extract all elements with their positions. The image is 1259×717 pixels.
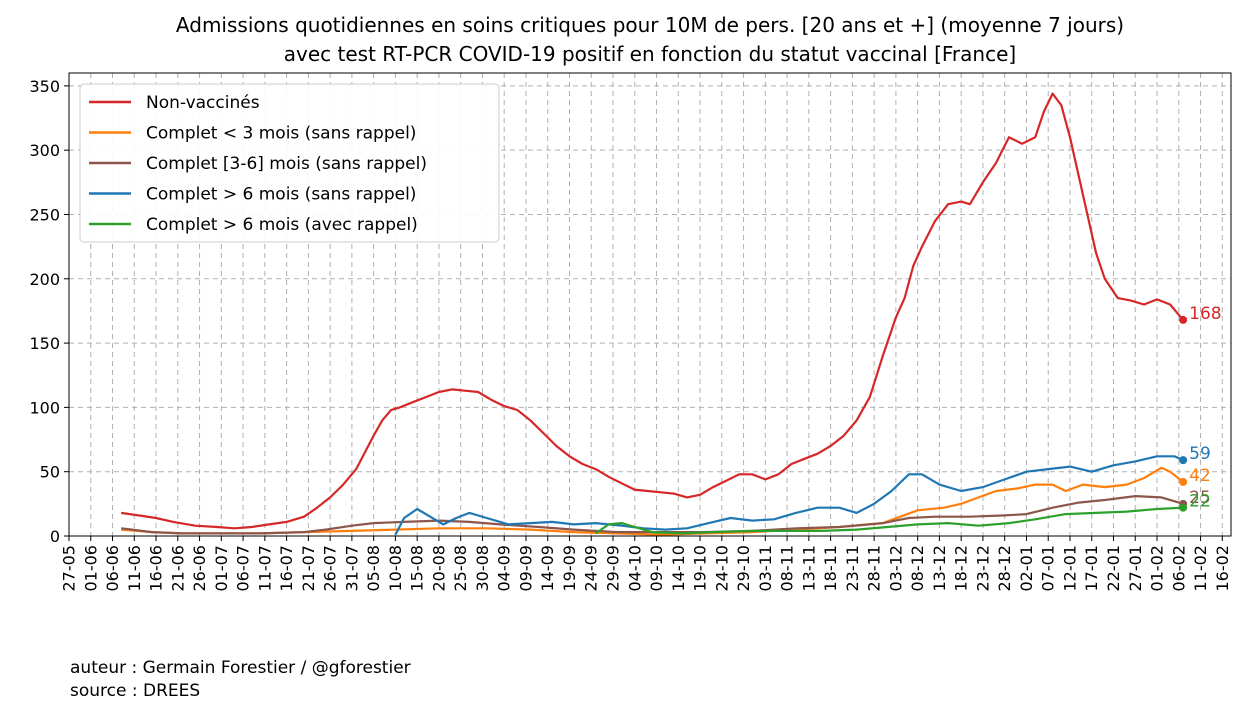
x-tick-label: 27-01 bbox=[1126, 545, 1145, 592]
x-tick-label: 03-11 bbox=[756, 545, 775, 592]
x-tick-label: 16-06 bbox=[147, 545, 166, 592]
legend-label: Complet > 6 mois (sans rappel) bbox=[146, 185, 416, 205]
y-axis-ticks: 0 50 100 150 200 250 300 350 bbox=[29, 77, 69, 546]
series-line bbox=[121, 466, 1184, 536]
y-tick-label: 100 bbox=[29, 398, 60, 417]
x-tick-label: 19-10 bbox=[691, 545, 710, 592]
legend-label: Complet > 6 mois (avec rappel) bbox=[146, 215, 418, 235]
y-tick-label: 200 bbox=[29, 270, 60, 289]
x-tick-label: 06-07 bbox=[234, 545, 253, 592]
legend-label: Complet [3-6] mois (sans rappel) bbox=[146, 154, 427, 174]
chart-title-line-2: avec test RT-PCR COVID-19 positif en fon… bbox=[284, 42, 1016, 66]
x-tick-label: 29-10 bbox=[734, 545, 753, 592]
series-end-label: 59 bbox=[1189, 444, 1211, 464]
x-tick-label: 13-12 bbox=[930, 545, 949, 592]
x-tick-label: 24-09 bbox=[582, 545, 601, 592]
legend: Non-vaccinés Complet < 3 mois (sans rappe… bbox=[79, 83, 500, 243]
y-tick-label: 50 bbox=[40, 463, 60, 482]
x-tick-label: 08-11 bbox=[778, 545, 797, 592]
y-tick-label: 0 bbox=[50, 527, 60, 546]
x-tick-label: 13-11 bbox=[799, 545, 818, 592]
x-tick-label: 30-08 bbox=[473, 545, 492, 592]
x-tick-label: 14-10 bbox=[669, 545, 688, 592]
x-tick-label: 21-06 bbox=[168, 545, 187, 592]
series-end-label: 168 bbox=[1189, 304, 1221, 324]
x-tick-label: 20-08 bbox=[429, 545, 448, 592]
x-tick-label: 16-02 bbox=[1213, 545, 1232, 592]
series-line bbox=[594, 506, 1184, 535]
x-tick-label: 26-06 bbox=[190, 545, 209, 592]
series-line bbox=[121, 92, 1184, 530]
x-tick-label: 17-01 bbox=[1082, 545, 1101, 592]
x-tick-label: 04-10 bbox=[625, 545, 644, 592]
x-tick-label: 09-09 bbox=[516, 545, 535, 592]
x-tick-label: 09-10 bbox=[647, 545, 666, 592]
y-tick-label: 300 bbox=[29, 141, 60, 160]
x-tick-label: 27-05 bbox=[60, 545, 79, 592]
y-tick-label: 150 bbox=[29, 334, 60, 353]
x-tick-label: 08-12 bbox=[908, 545, 927, 592]
chart-title-line-1: Admissions quotidiennes en soins critiqu… bbox=[176, 13, 1124, 37]
x-tick-label: 12-01 bbox=[1060, 545, 1079, 592]
x-tick-label: 05-08 bbox=[364, 545, 383, 592]
x-tick-label: 07-01 bbox=[1039, 545, 1058, 592]
series-end-label: 42 bbox=[1189, 466, 1211, 486]
x-tick-label: 21-07 bbox=[299, 545, 318, 592]
x-tick-label: 19-09 bbox=[560, 545, 579, 592]
x-tick-label: 04-09 bbox=[495, 545, 514, 592]
x-tick-label: 31-07 bbox=[342, 545, 361, 592]
footer-source: source : DREES bbox=[70, 681, 201, 701]
x-tick-label: 11-02 bbox=[1191, 545, 1210, 592]
plot-frame bbox=[68, 72, 1232, 537]
x-tick-label: 01-02 bbox=[1148, 545, 1167, 592]
x-tick-label: 25-08 bbox=[451, 545, 470, 592]
series-end-marker bbox=[1179, 456, 1188, 465]
series-end-label: 22 bbox=[1189, 492, 1211, 512]
x-tick-label: 23-11 bbox=[843, 545, 862, 592]
x-tick-label: 15-08 bbox=[408, 545, 427, 592]
x-tick-label: 03-12 bbox=[886, 545, 905, 592]
x-tick-label: 01-06 bbox=[81, 545, 100, 592]
x-axis-ticks: 27-05 01-06 06-06 11-06 16-06 21-06 26-06 01-07… bbox=[60, 536, 1232, 592]
legend-label: Non-vaccinés bbox=[146, 93, 260, 113]
x-tick-label: 26-07 bbox=[321, 545, 340, 592]
x-tick-label: 24-10 bbox=[712, 545, 731, 592]
x-tick-label: 16-07 bbox=[277, 545, 296, 592]
y-tick-label: 350 bbox=[29, 77, 60, 96]
x-tick-label: 29-09 bbox=[604, 545, 623, 592]
series-end-marker bbox=[1179, 503, 1188, 512]
x-tick-label: 18-11 bbox=[821, 545, 840, 592]
x-tick-label: 28-11 bbox=[865, 545, 884, 592]
x-tick-label: 18-12 bbox=[952, 545, 971, 592]
x-tick-label: 22-01 bbox=[1104, 545, 1123, 592]
footer-author: auteur : Germain Forestier / @gforestier bbox=[70, 658, 411, 678]
x-tick-label: 06-06 bbox=[103, 545, 122, 592]
series-end-marker bbox=[1179, 315, 1188, 324]
x-tick-label: 23-12 bbox=[973, 545, 992, 592]
x-tick-label: 11-07 bbox=[255, 545, 274, 592]
y-tick-label: 250 bbox=[29, 205, 60, 224]
x-tick-label: 06-02 bbox=[1169, 545, 1188, 592]
series-line bbox=[394, 455, 1184, 536]
x-tick-label: 28-12 bbox=[995, 545, 1014, 592]
legend-label: Complet < 3 mois (sans rappel) bbox=[146, 124, 416, 144]
x-tick-label: 10-08 bbox=[386, 545, 405, 592]
series-end-marker bbox=[1179, 477, 1188, 486]
legend-box bbox=[79, 83, 500, 243]
x-tick-label: 02-01 bbox=[1017, 545, 1036, 592]
x-tick-label: 14-09 bbox=[538, 545, 557, 592]
series-end-label: 25 bbox=[1189, 488, 1211, 508]
x-tick-label: 01-07 bbox=[212, 545, 231, 592]
x-tick-label: 11-06 bbox=[125, 545, 144, 592]
